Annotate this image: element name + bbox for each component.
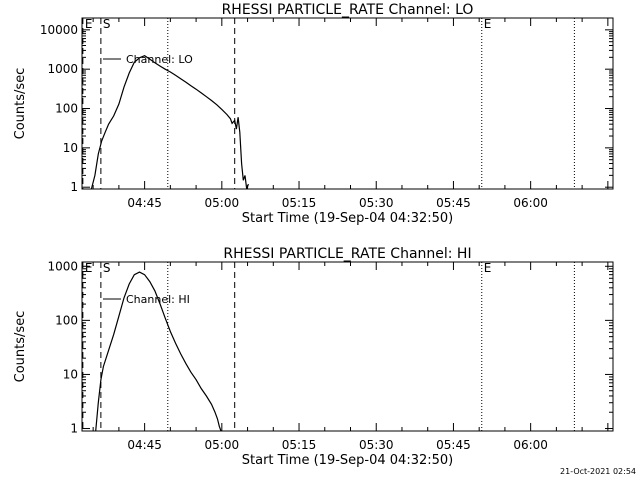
y-tick-label: 1000 bbox=[47, 259, 78, 273]
y-tick-label: 100 bbox=[55, 102, 78, 116]
plot-frame bbox=[81, 261, 614, 432]
event-marker-label: S bbox=[103, 261, 111, 275]
x-tick-label: 05:45 bbox=[436, 196, 471, 210]
event-marker-label: E bbox=[484, 17, 492, 31]
event-marker-label: E bbox=[484, 261, 492, 275]
y-tick-label: 1 bbox=[70, 180, 78, 194]
series-line bbox=[90, 55, 249, 190]
x-tick-label: 05:15 bbox=[282, 438, 317, 452]
x-tick-label: 04:45 bbox=[127, 196, 162, 210]
x-tick-label: 05:30 bbox=[359, 196, 394, 210]
event-marker-label: E bbox=[85, 261, 93, 275]
y-tick-label: 10000 bbox=[40, 23, 78, 37]
y-axis-label: Counts/sec bbox=[13, 68, 28, 140]
y-tick-label: 1 bbox=[70, 422, 78, 436]
x-tick-label: 05:00 bbox=[205, 196, 240, 210]
event-marker-label: E bbox=[85, 17, 93, 31]
y-tick-label: 10 bbox=[63, 141, 78, 155]
plot-frame bbox=[81, 17, 614, 190]
chart-title: RHESSI PARTICLE_RATE Channel: LO bbox=[222, 2, 474, 18]
lo-channel-panel: RHESSI PARTICLE_RATE Channel: LO 1 10 100 10… bbox=[13, 2, 614, 226]
y-tick-label: 10 bbox=[63, 367, 78, 381]
x-axis-label: Start Time (19-Sep-04 04:32:50) bbox=[242, 211, 453, 226]
chart-title: RHESSI PARTICLE_RATE Channel: HI bbox=[223, 246, 471, 262]
x-tick-label: 05:30 bbox=[359, 438, 394, 452]
x-tick-label: 06:00 bbox=[513, 196, 548, 210]
x-tick-label: 04:45 bbox=[127, 438, 162, 452]
hi-channel-panel: RHESSI PARTICLE_RATE Channel: HI 1 10 100 10… bbox=[13, 246, 614, 468]
y-tick-label: 100 bbox=[55, 313, 78, 327]
x-tick-label: 05:00 bbox=[205, 438, 240, 452]
footer-timestamp: 21-Oct-2021 02:54 bbox=[560, 467, 636, 476]
x-axis-label: Start Time (19-Sep-04 04:32:50) bbox=[242, 453, 453, 468]
x-tick-label: 05:15 bbox=[282, 196, 317, 210]
x-tick-label: 05:45 bbox=[436, 438, 471, 452]
y-axis-label: Counts/sec bbox=[13, 311, 28, 383]
x-tick-label: 06:00 bbox=[513, 438, 548, 452]
series-line bbox=[95, 271, 222, 432]
y-tick-label: 1000 bbox=[47, 62, 78, 76]
event-marker-label: S bbox=[103, 17, 111, 31]
legend-label: Channel: LO bbox=[126, 53, 193, 66]
